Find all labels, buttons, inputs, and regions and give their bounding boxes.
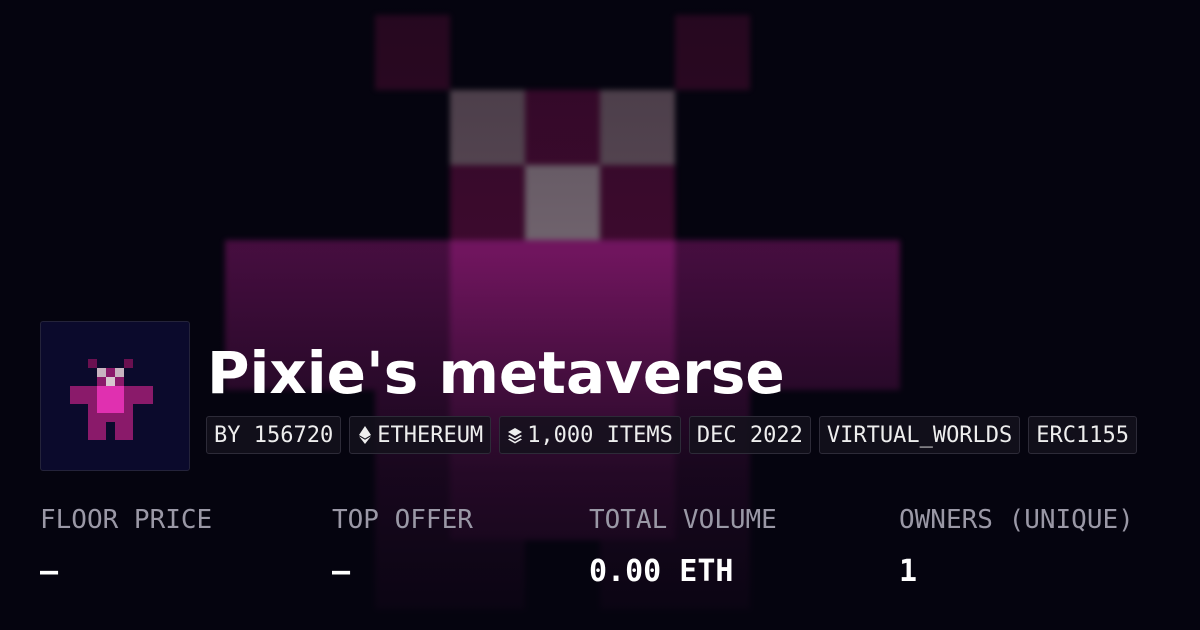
stat-label: TOP OFFER [332, 505, 473, 535]
stat: FLOOR PRICE — [40, 500, 212, 602]
tag-row: BY 156720 ETHEREUM 1,000 ITEMS DEC 2022 VIRT… [206, 416, 1200, 456]
tag-text: DEC 2022 [696, 422, 803, 448]
stat: OWNERS (UNIQUE) 1 [899, 500, 1134, 602]
stat-value: — [332, 554, 351, 589]
stat: TOP OFFER — [332, 500, 473, 602]
tag-text: 1,000 ITEMS [527, 422, 673, 448]
stat: TOTAL VOLUME 0.00 ETH [589, 500, 777, 602]
tag: 1,000 ITEMS [499, 416, 681, 454]
stat-label: OWNERS (UNIQUE) [899, 505, 1134, 535]
collection-thumbnail [40, 321, 190, 471]
tag: VIRTUAL_WORLDS [818, 416, 1021, 454]
tag: BY 156720 [206, 416, 342, 454]
stat-value: 0.00 ETH [589, 554, 734, 589]
stat-value: 1 [899, 554, 918, 589]
tag: ETHEREUM [349, 416, 492, 454]
tag: ERC1155 [1028, 416, 1138, 454]
collection-title: Pixie's metaverse [207, 339, 785, 407]
tag-text: BY 156720 [214, 422, 334, 448]
tag-text: VIRTUAL_WORLDS [826, 422, 1013, 448]
layers-icon [508, 428, 523, 444]
stat-label: TOTAL VOLUME [589, 505, 777, 535]
stat-value: — [40, 554, 59, 589]
tag: DEC 2022 [688, 416, 811, 454]
stat-label: FLOOR PRICE [40, 505, 213, 535]
tag-text: ERC1155 [1036, 422, 1130, 448]
tag-text: ETHEREUM [377, 422, 484, 448]
ethereum-icon [359, 426, 372, 444]
